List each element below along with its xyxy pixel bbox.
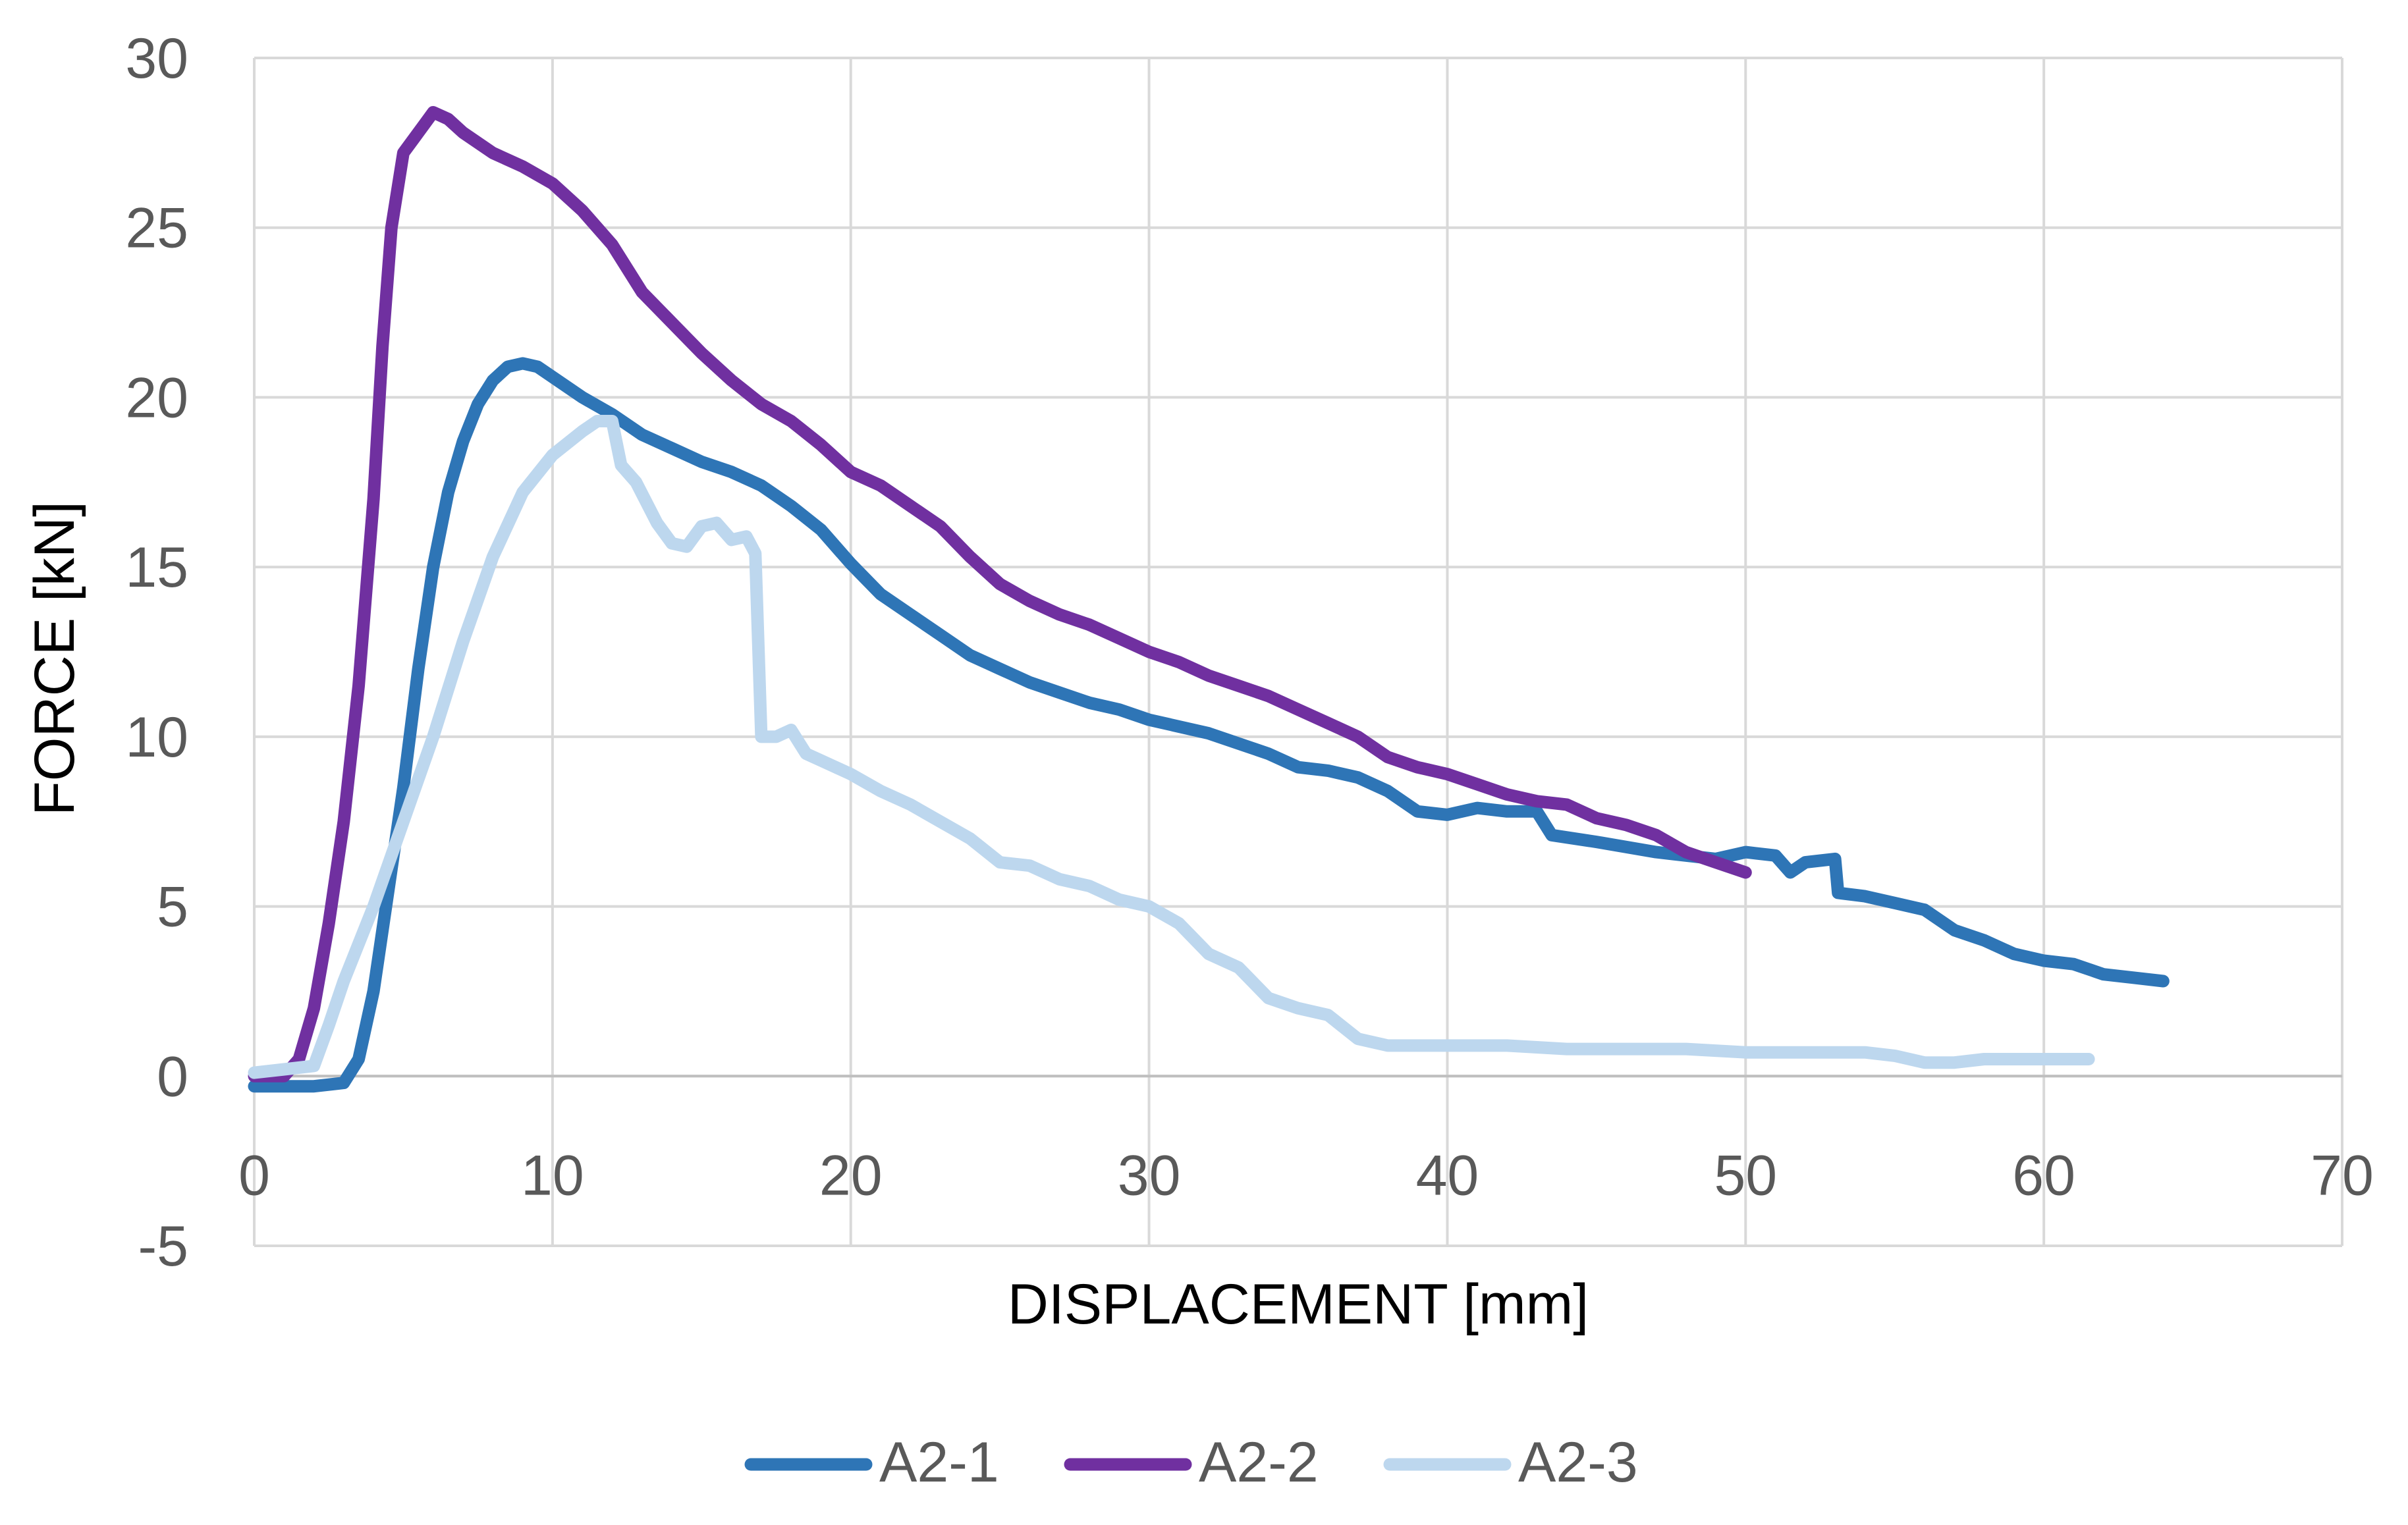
legend-label-a2-2: A2-2 — [1199, 1431, 1319, 1494]
legend-label-a2-1: A2-1 — [879, 1431, 999, 1494]
series-line-a2-3 — [248, 415, 2095, 1079]
x-tick-label: 0 — [238, 1144, 270, 1207]
x-axis-title: DISPLACEMENT [mm] — [1008, 1273, 1589, 1336]
y-tick-label: 30 — [125, 27, 188, 90]
series-line-a2-1 — [248, 357, 2170, 1093]
y-tick-label: 25 — [125, 197, 188, 260]
legend: A2-1 A2-2 A2-3 — [744, 1431, 1638, 1494]
y-axis-title: FORCE [kN] — [23, 501, 86, 816]
x-tick-label: 10 — [521, 1144, 584, 1207]
x-tick-label: 50 — [1714, 1144, 1777, 1207]
x-tick-label: 20 — [819, 1144, 883, 1207]
x-tick-labels: 0 10 20 30 40 50 60 70 — [238, 1144, 2374, 1207]
y-tick-labels: -5 0 5 10 15 20 25 30 — [125, 27, 188, 1278]
series-line-a2-2 — [248, 106, 1752, 1083]
grid — [253, 57, 2343, 1247]
y-tick-label: 0 — [157, 1045, 188, 1108]
series-lines — [248, 106, 2170, 1093]
y-tick-label: 5 — [157, 876, 188, 939]
legend-label-a2-3: A2-3 — [1518, 1431, 1638, 1494]
y-tick-label: -5 — [138, 1215, 188, 1278]
y-tick-label: 20 — [125, 366, 188, 429]
y-tick-label: 15 — [125, 536, 188, 599]
x-tick-label: 60 — [2012, 1144, 2075, 1207]
x-tick-label: 40 — [1416, 1144, 1479, 1207]
x-tick-label: 30 — [1118, 1144, 1181, 1207]
y-tick-label: 10 — [125, 706, 188, 769]
x-tick-label: 70 — [2311, 1144, 2374, 1207]
